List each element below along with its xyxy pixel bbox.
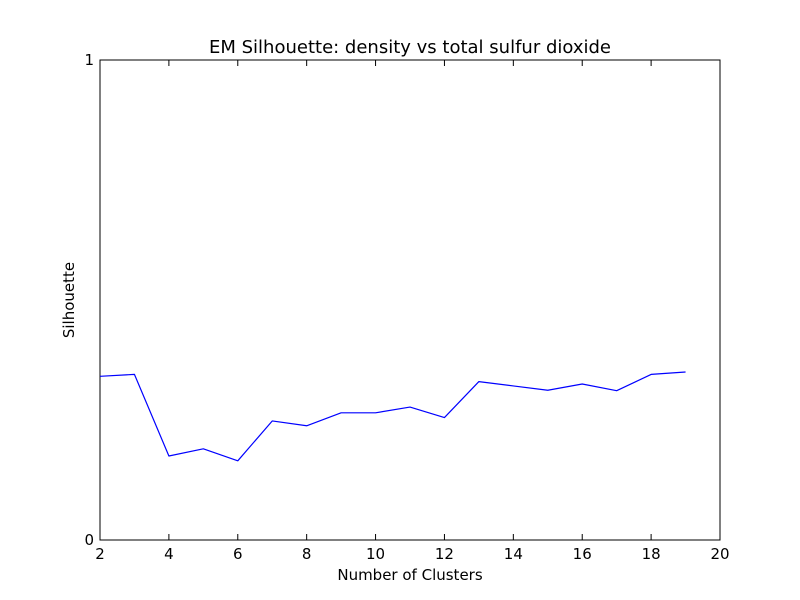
- series-line: [99, 371, 686, 462]
- y-tick-label: 1: [84, 51, 94, 69]
- x-tick-label: 14: [504, 545, 523, 563]
- y-axis-ticks: 01: [84, 51, 720, 549]
- plot-frame: [99, 59, 721, 541]
- x-axis-label: Number of Clusters: [337, 566, 482, 584]
- chart-title: EM Silhouette: density vs total sulfur d…: [209, 37, 611, 58]
- x-tick-label: 16: [573, 545, 592, 563]
- x-tick-label: 4: [164, 545, 174, 563]
- x-tick-label: 18: [642, 545, 661, 563]
- y-tick-label: 0: [84, 531, 94, 549]
- x-tick-label: 20: [710, 545, 729, 563]
- x-axis-ticks: 2 4 6 8 10 12 14 16 18 20: [95, 60, 730, 563]
- x-tick-label: 10: [366, 545, 385, 563]
- series-group: [99, 371, 686, 462]
- y-axis-label: Silhouette: [60, 262, 78, 338]
- x-tick-label: 8: [302, 545, 312, 563]
- x-tick-label: 12: [435, 545, 454, 563]
- x-tick-label: 6: [233, 545, 243, 563]
- x-tick-label: 2: [95, 545, 105, 563]
